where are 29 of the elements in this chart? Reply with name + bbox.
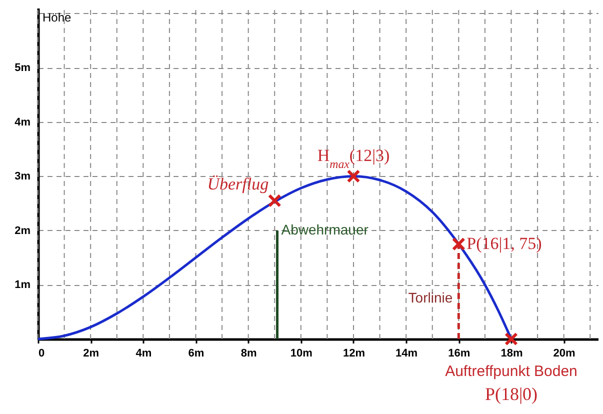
x-tick-label: 4m xyxy=(136,348,152,360)
annotation: Torlinie xyxy=(408,289,453,306)
x-tick-label: 18m xyxy=(500,348,523,360)
y-tick-label: 1m xyxy=(14,279,31,292)
annotation: H$_{max}$(12|3) xyxy=(317,146,390,172)
x-tick-label: 12m xyxy=(342,348,366,360)
x-tick-label: 20m xyxy=(553,348,576,360)
x-tick-label: 6m xyxy=(188,348,204,360)
annotation: P(18|0) xyxy=(484,384,538,404)
annotation: Auftreffpunkt Boden xyxy=(445,363,578,380)
y-tick-label: 4m xyxy=(14,116,31,128)
x-tick-label: 16m xyxy=(448,348,470,360)
x-tick-label: 10m xyxy=(290,348,313,360)
point xyxy=(452,237,466,251)
x-tick-label: 2m xyxy=(83,348,100,360)
y-axis-title: Höhe xyxy=(42,10,72,24)
point xyxy=(268,194,282,208)
y-tick-label: 5m xyxy=(14,62,31,74)
x-tick-label: 0 xyxy=(38,348,45,360)
annotation: Überflug xyxy=(207,174,269,194)
y-tick-label: 3m xyxy=(14,170,31,183)
point xyxy=(504,332,518,346)
annotation: P(16|1, 75) xyxy=(466,234,542,254)
y-tick-label: 2m xyxy=(14,224,31,237)
annotation: Abwehrmauer xyxy=(281,221,369,238)
line-series xyxy=(36,174,512,340)
x-tick-label: 14m xyxy=(396,348,418,360)
x-tick-label: 8m xyxy=(240,348,257,360)
point xyxy=(346,169,360,183)
